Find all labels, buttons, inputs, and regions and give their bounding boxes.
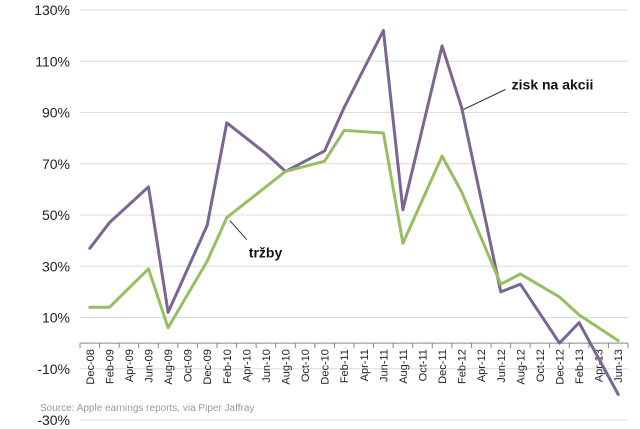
annotation-label: zisk na akcii [512,76,594,92]
x-tick-label: Feb-11 [339,349,351,383]
x-tick-label: Dec-11 [437,349,449,384]
x-tick-label: Apr-11 [359,349,371,381]
y-tick-label: -10% [37,361,70,377]
annotation-pointer [463,88,506,110]
annotation-label: tržby [249,245,283,261]
x-axis: Dec-08 Feb-09 Apr-09 Jun-09 Aug-09 Oct-09 Dec-… [79,343,629,385]
y-tick-label: 110% [35,53,70,69]
annotations: zisk na akcii tržby [229,76,594,261]
series-lines [88,29,620,396]
y-tick-label: 50% [42,207,70,223]
x-tick-label: Dec-08 [85,349,97,384]
series-line-1 [88,29,620,396]
x-tick-label: Oct-12 [535,349,547,382]
x-tick-label: Aug-10 [281,349,293,384]
y-tick-label: 30% [42,258,70,274]
x-tick-label: Feb-12 [457,349,469,384]
x-tick-label: Apr-09 [124,349,136,382]
x-tick-label: Jun-13 [613,349,625,383]
x-tick-label: Aug-09 [163,349,175,384]
x-tick-label: Feb-13 [574,349,586,384]
series-line-2 [88,128,620,343]
y-tick-label: 70% [42,156,70,172]
y-tick-label: -30% [37,412,70,428]
y-tick-label: 130% [34,2,70,18]
x-tick-label: Feb-09 [104,349,116,384]
x-tick-label: Jun-10 [261,349,273,383]
x-tick-label: Dec-09 [202,349,214,384]
x-tick-label: Oct-09 [183,349,195,382]
y-tick-label: 10% [42,310,70,326]
x-tick-label: Oct-11 [418,349,430,381]
x-tick-label: Feb-10 [222,349,234,384]
grid-lines [80,9,628,421]
x-tick-label: Oct-10 [300,349,312,382]
x-tick-label: Jun-11 [378,349,390,382]
x-tick-label: Aug-11 [398,349,410,384]
x-tick-label: Apr-12 [476,349,488,382]
y-tick-label: 90% [42,105,70,121]
x-tick-label: Apr-10 [241,349,253,382]
y-axis: 130% 110% 90% 70% 50% 30% 10% -10% -30% [34,2,70,428]
x-tick-label: Dec-12 [555,349,567,384]
x-tick-label: Jun-09 [144,349,156,383]
source-note: Source: Apple earnings reports, via Pipe… [40,403,254,414]
x-tick-label: Aug-12 [515,349,527,384]
x-tick-label: Jun-12 [496,349,508,383]
annotation-pointer [229,220,248,240]
x-tick-label: Dec-10 [320,349,332,384]
